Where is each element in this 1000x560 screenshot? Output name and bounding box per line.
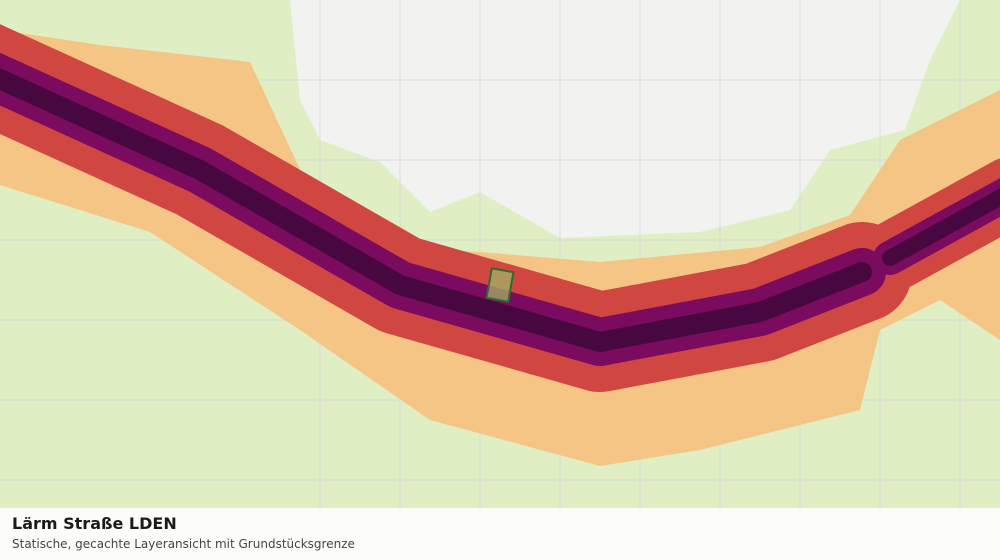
caption-panel: Lärm Straße LDEN Statische, gecachte Lay… (0, 508, 1000, 560)
built-area (290, 0, 960, 238)
noise-bands (0, 24, 1000, 392)
layer-title: Lärm Straße LDEN (12, 514, 177, 533)
layer-subtitle: Statische, gecachte Layeransicht mit Gru… (12, 537, 355, 551)
parcel-boundary (485, 267, 515, 303)
